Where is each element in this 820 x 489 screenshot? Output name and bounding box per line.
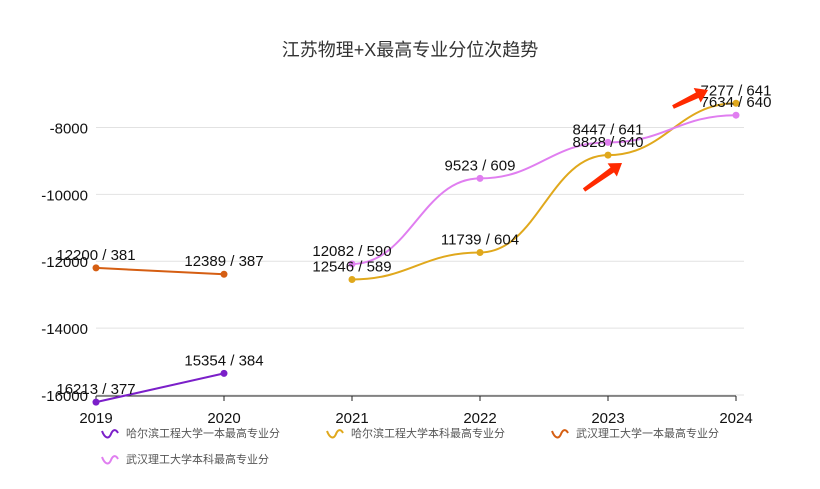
series-line — [95, 266, 225, 276]
arrow-shape — [582, 163, 623, 192]
data-point — [476, 174, 484, 182]
y-tick-label: -16000 — [41, 388, 88, 405]
data-label: 12200 / 381 — [56, 247, 135, 264]
x-tick-label: 2019 — [79, 410, 112, 427]
legend-item[interactable]: 武汉理工大学本科最高专业分 — [100, 451, 269, 467]
series-points — [92, 99, 740, 406]
data-point — [732, 99, 740, 107]
data-point — [604, 138, 612, 146]
data-point — [348, 260, 356, 268]
arrow-shape — [672, 88, 708, 109]
x-tick-label: 2023 — [591, 410, 624, 427]
grid-lines — [96, 126, 744, 396]
data-label: 12389 / 387 — [184, 253, 263, 270]
legend-swatch-icon — [326, 429, 344, 439]
data-label: 7634 / 640 — [701, 94, 772, 111]
data-point — [220, 270, 228, 278]
legend-swatch-icon — [101, 455, 119, 465]
x-tick-label: 2022 — [463, 410, 496, 427]
series-line — [95, 372, 225, 404]
legend-swatch-icon — [551, 429, 569, 439]
legend-item[interactable]: 武汉理工大学一本最高专业分 — [550, 425, 719, 441]
chart-title: 江苏物理+X最高专业分位次趋势 — [281, 40, 539, 60]
data-point — [476, 248, 484, 256]
data-label: 15354 / 384 — [184, 352, 263, 369]
legend-label: 武汉理工大学本科最高专业分 — [126, 454, 269, 466]
data-point — [92, 264, 100, 272]
series-line — [351, 114, 737, 265]
x-tick-label: 2024 — [719, 410, 752, 427]
x-tick-label: 2020 — [207, 410, 240, 427]
data-label: 8828 / 640 — [573, 134, 644, 151]
y-tick-label: -10000 — [41, 187, 88, 204]
data-point — [732, 111, 740, 119]
data-label: 7277 / 641 — [701, 82, 772, 99]
series-line — [351, 102, 737, 281]
data-point — [604, 151, 612, 159]
data-labels: 16213 / 377 15354 / 384 12546 / 589 11739 /… — [56, 82, 771, 398]
legend-label: 武汉理工大学一本最高专业分 — [576, 428, 719, 440]
legend-item[interactable]: 哈尔滨工程大学本科最高专业分 — [325, 425, 505, 441]
y-tick-label: -12000 — [41, 254, 88, 271]
x-axis: 2019 2020 2021 2022 2023 2024 — [79, 395, 753, 427]
data-label: 16213 / 377 — [56, 381, 135, 398]
data-label: 9523 / 609 — [445, 157, 516, 174]
y-tick-label: -8000 — [50, 120, 88, 137]
legend-label: 哈尔滨工程大学一本最高专业分 — [126, 428, 280, 440]
series-lines — [95, 102, 737, 404]
data-point — [220, 369, 228, 377]
data-point — [348, 275, 356, 283]
legend-label: 哈尔滨工程大学本科最高专业分 — [351, 428, 505, 440]
data-point — [92, 398, 100, 406]
annotation-arrows — [582, 88, 708, 192]
y-axis: -8000 -10000 -12000 -14000 -16000 — [41, 120, 88, 405]
annotation-arrow — [672, 88, 708, 109]
y-tick-label: -14000 — [41, 321, 88, 338]
data-label: 11739 / 604 — [441, 231, 519, 248]
data-label: 8447 / 641 — [573, 121, 644, 138]
legend-swatch-icon — [101, 429, 119, 439]
legend-item[interactable]: 哈尔滨工程大学一本最高专业分 — [100, 425, 280, 441]
x-tick-label: 2021 — [335, 410, 368, 427]
data-label: 12082 / 590 — [312, 243, 391, 260]
annotation-arrow — [582, 163, 623, 192]
data-label: 12546 / 589 — [312, 258, 391, 275]
